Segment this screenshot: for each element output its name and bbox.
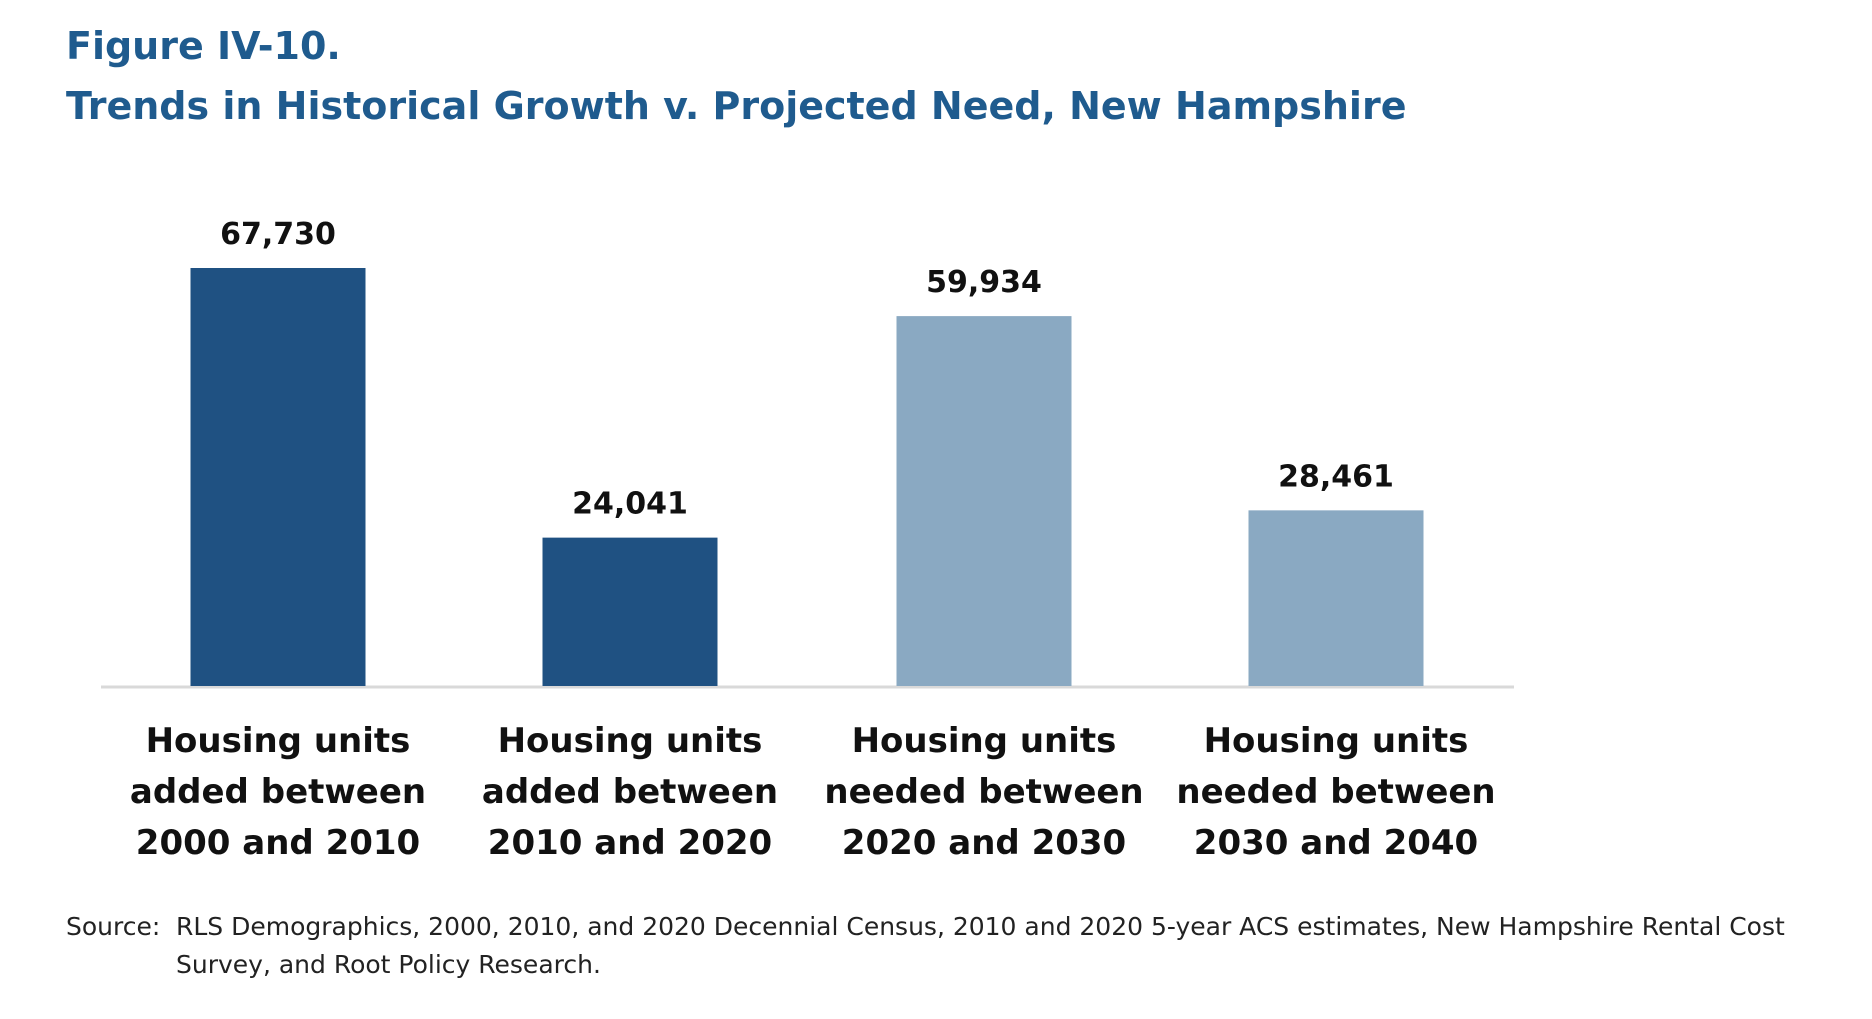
data-label: 24,041 [572,487,688,522]
data-label: 67,730 [220,217,336,252]
category-label: 2020 and 2030 [842,823,1126,863]
data-label: 59,934 [926,265,1042,300]
category-label: added between [130,772,426,812]
source-label: Source: [66,912,161,941]
bar [1248,510,1424,686]
category-label: needed between [1176,772,1495,812]
figure-label: Figure IV-10. [66,24,341,68]
category-label: 2000 and 2010 [136,823,420,863]
source-note: Source: RLS Demographics, 2000, 2010, and… [66,908,1785,984]
bar [542,537,718,686]
chart-title: Trends in Historical Growth v. Projected… [66,84,1407,128]
category-label: 2010 and 2020 [488,823,772,863]
bar [896,316,1072,686]
source-text-line1: RLS Demographics, 2000, 2010, and 2020 D… [176,912,1785,941]
data-label: 28,461 [1278,459,1394,494]
bar [190,268,366,686]
category-label: Housing units [852,721,1117,761]
source-text-line2: Survey, and Root Policy Research. [176,950,601,979]
category-label: added between [482,772,778,812]
bar-chart: 67,730 Housing units added between 2000 and… [101,217,1514,863]
category-label: Housing units [146,721,411,761]
category-label: needed between [824,772,1143,812]
category-label: Housing units [498,721,763,761]
category-label: 2030 and 2040 [1194,823,1478,863]
category-label: Housing units [1204,721,1469,761]
